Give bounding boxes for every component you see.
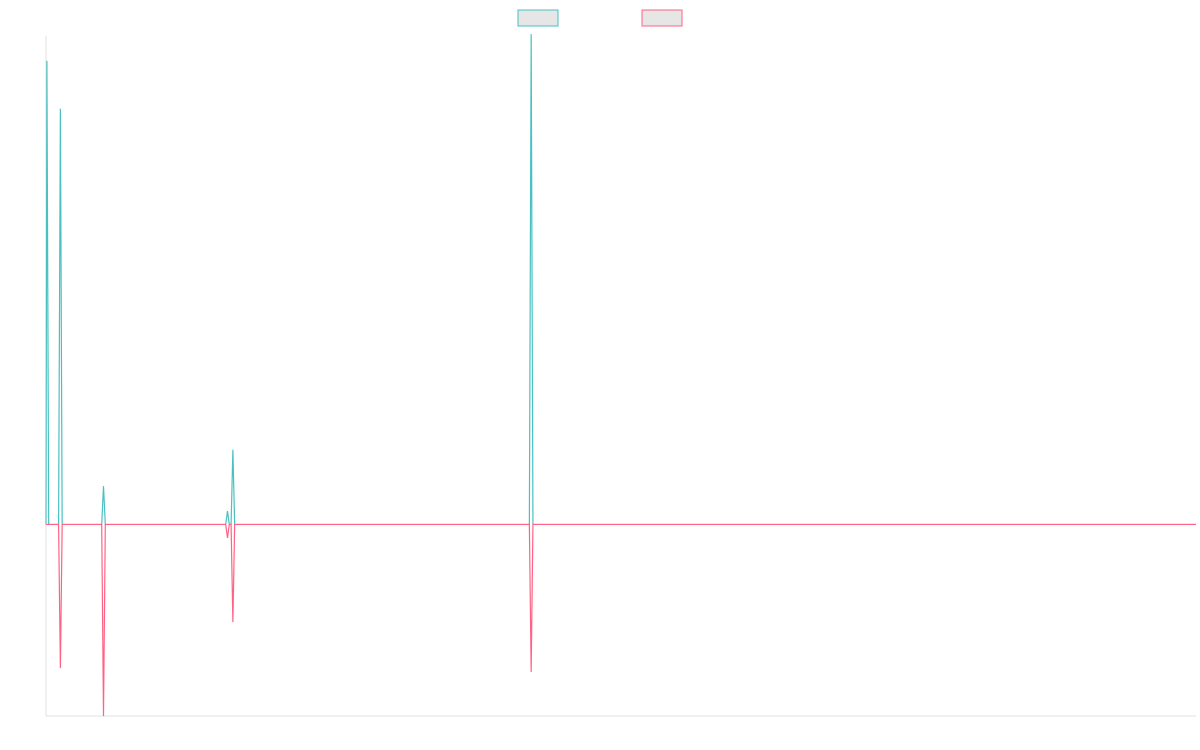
legend-swatch-1[interactable] (517, 9, 559, 27)
legend-swatch-2[interactable] (641, 9, 683, 27)
series-layer (45, 34, 1196, 717)
series-line-1 (45, 34, 1196, 526)
legend (517, 9, 683, 27)
axes (45, 36, 1196, 717)
series-line-2 (46, 523, 1196, 717)
